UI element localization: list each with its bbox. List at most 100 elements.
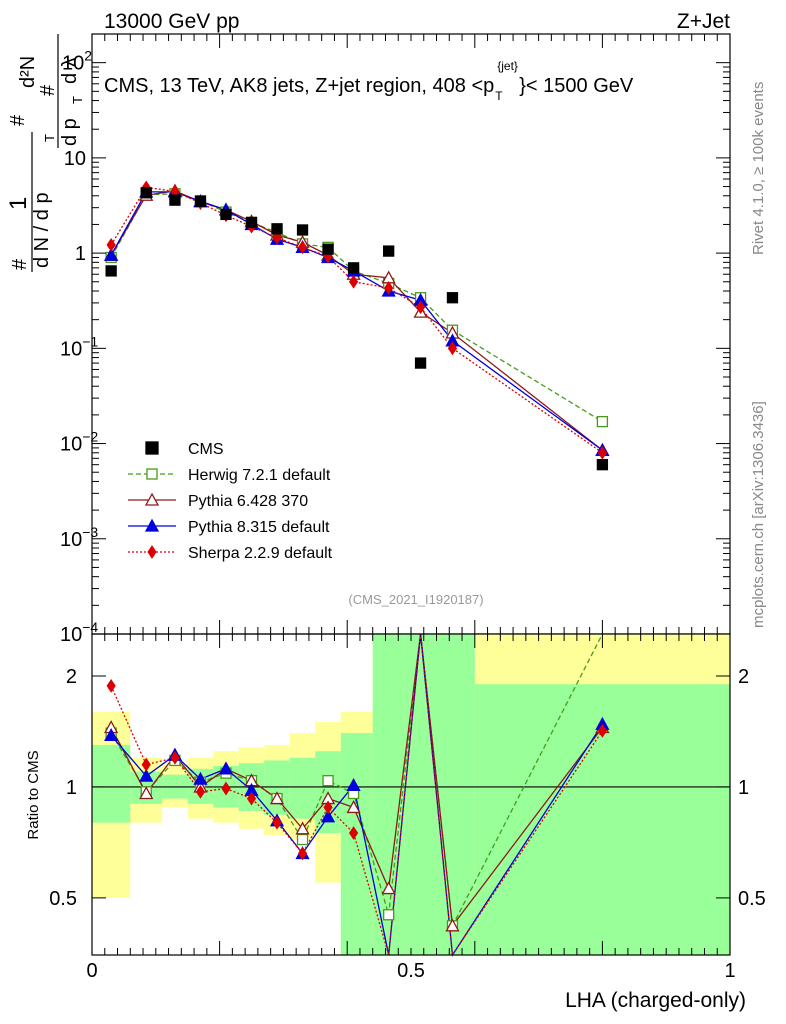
ratio-panel: 2 2 1 1 0.5 0.5 0 0.5 1: [49, 633, 766, 982]
point-cms: [347, 262, 360, 274]
ratio-ylabel: Ratio to CMS: [25, 750, 42, 839]
ratio-point-pythia-6-428-370: [295, 821, 310, 835]
point-cms: [296, 224, 309, 236]
ratio-point-pythia-6-428-370: [139, 786, 154, 800]
svg-text:d p: d p: [59, 118, 81, 146]
point-cms: [271, 223, 283, 235]
main-ytick-label: 10−4: [60, 619, 98, 646]
svg-text:d N / d p: d N / d p: [31, 192, 53, 268]
main-ytick-label: 102: [62, 48, 92, 75]
point-sherpa-2-2-9-default: [384, 281, 394, 295]
main-ytick-label: 10−3: [60, 524, 98, 551]
point-sherpa-2-2-9-default: [348, 274, 359, 289]
main-ytick-label: 10−2: [60, 429, 98, 456]
ratio-point-sherpa-2-2-9-default: [297, 846, 308, 861]
legend-marker-herwig-7-2-1-default: [146, 468, 158, 480]
svg-text:d λ: d λ: [59, 57, 81, 84]
uncertainty-band-inner: [404, 634, 437, 955]
analysis-watermark: (CMS_2021_I1920187): [348, 592, 483, 607]
uncertainty-band-inner: [264, 760, 290, 815]
ratio-point-pythia-6-428-370: [445, 918, 460, 932]
ratio-point-pythia-6-428-370: [381, 881, 396, 895]
legend-label-pythia-6-428-370: Pythia 6.428 370: [188, 493, 308, 510]
main-ytick-label: 1: [75, 243, 86, 265]
legend-marker-cms: [145, 441, 159, 455]
point-cms: [245, 216, 258, 229]
rivet-version-label: Rivet 4.1.0, ≥ 100k events: [750, 82, 767, 255]
ratio-point-herwig-7-2-1-default: [296, 833, 309, 846]
legend-marker-pythia-6-428-370: [144, 492, 160, 506]
point-sherpa-2-2-9-default: [106, 237, 116, 252]
svg-text:}< 1500 GeV: }< 1500 GeV: [519, 75, 634, 97]
legend-label-cms: CMS: [188, 441, 224, 458]
svg-text:{jet}: {jet}: [497, 59, 518, 73]
ratio-point-sherpa-2-2-9-default: [195, 784, 206, 799]
point-cms: [322, 243, 334, 255]
legend-label-sherpa-2-2-9-default: Sherpa 2.2.9 default: [188, 545, 333, 562]
mcplots-reference-label: mcplots.cern.ch [arXiv:1306.3436]: [750, 401, 767, 628]
ratio-point-pythia-8-315-default: [218, 761, 234, 775]
series-line-pythia-8-315-default: [110, 191, 603, 451]
ratio-point-sherpa-2-2-9-default: [597, 723, 608, 738]
legend: CMS Herwig 7.2.1 default Pythia 6.428 370 P…: [128, 441, 333, 562]
ratio-point-sherpa-2-2-9-default: [323, 800, 333, 815]
ratio-point-sherpa-2-2-9-default: [272, 815, 282, 830]
point-pythia-8-315-default: [104, 247, 119, 261]
ratio-point-pythia-8-315-default: [193, 771, 208, 785]
ratio-point-herwig-7-2-1-default: [322, 775, 334, 787]
ratio-ytick-label-right: 2: [738, 666, 749, 688]
uncertainty-band-inner: [92, 744, 131, 823]
ratio-point-sherpa-2-2-9-default: [141, 757, 151, 772]
ratio-ytick-label-left: 2: [66, 666, 77, 688]
svg-text:T: T: [495, 89, 503, 103]
main-ytick-label: 10−1: [60, 333, 98, 360]
main-ylabel: # 1 d N / d p T # # d²N d p T d λ: [5, 34, 85, 272]
uncertainty-band-inner: [340, 733, 373, 955]
ratio-xtick-label: 1: [724, 960, 735, 982]
point-sherpa-2-2-9-default: [272, 230, 282, 245]
point-cms: [169, 194, 181, 206]
legend-marker-sherpa-2-2-9-default: [147, 545, 157, 559]
ratio-ytick-label-left: 0.5: [49, 888, 77, 910]
ratio-ytick-label-right: 1: [738, 777, 749, 799]
uncertainty-band-inner: [436, 634, 475, 955]
ratio-ytick-label-right: 0.5: [738, 888, 766, 910]
uncertainty-band-inner: [289, 757, 316, 819]
header-energy-label: 13000 GeV pp: [104, 10, 239, 33]
ratio-point-pythia-8-315-default: [346, 778, 361, 792]
ratio-point-pythia-8-315-default: [104, 728, 119, 742]
point-cms: [194, 195, 207, 207]
ratio-point-pythia-8-315-default: [139, 768, 154, 782]
xaxis-label: LHA (charged-only): [565, 989, 746, 1012]
point-herwig-7-2-1-default: [596, 415, 609, 428]
plot-title: CMS, 13 TeV, AK8 jets, Z+jet region, 408…: [104, 59, 634, 103]
series-line-pythia-6-428-370: [110, 190, 603, 451]
point-cms: [596, 459, 609, 471]
series-line-sherpa-2-2-9-default: [110, 186, 603, 454]
point-cms: [383, 245, 395, 257]
ratio-point-sherpa-2-2-9-default: [221, 781, 231, 796]
point-cms: [414, 357, 427, 369]
series-line-herwig-7-2-1-default: [110, 193, 603, 423]
ratio-point-herwig-7-2-1-default: [383, 909, 395, 921]
ratio-xtick-label: 0: [86, 960, 97, 982]
svg-text:d²N: d²N: [17, 56, 39, 88]
svg-text:1: 1: [5, 197, 32, 210]
point-cms: [220, 208, 232, 221]
main-panel: 102 10 1 10−1 10−2 10−3 10−4: [60, 33, 731, 646]
main-ytick-label: 10: [64, 148, 86, 170]
point-cms: [446, 292, 459, 304]
svg-text:T: T: [70, 96, 85, 104]
header-process-label: Z+Jet: [677, 10, 730, 33]
ratio-point-sherpa-2-2-9-default: [170, 750, 180, 765]
point-cms: [140, 187, 152, 199]
point-sherpa-2-2-9-default: [297, 240, 308, 255]
ratio-point-pythia-6-428-370: [269, 791, 285, 805]
legend-label-pythia-8-315-default: Pythia 8.315 default: [188, 519, 330, 536]
ratio-point-pythia-8-315-default: [320, 809, 336, 823]
svg-text:#: #: [9, 258, 31, 270]
ratio-point-sherpa-2-2-9-default: [106, 679, 116, 693]
point-sherpa-2-2-9-default: [447, 341, 458, 356]
ratio-point-pythia-6-428-370: [346, 800, 361, 814]
